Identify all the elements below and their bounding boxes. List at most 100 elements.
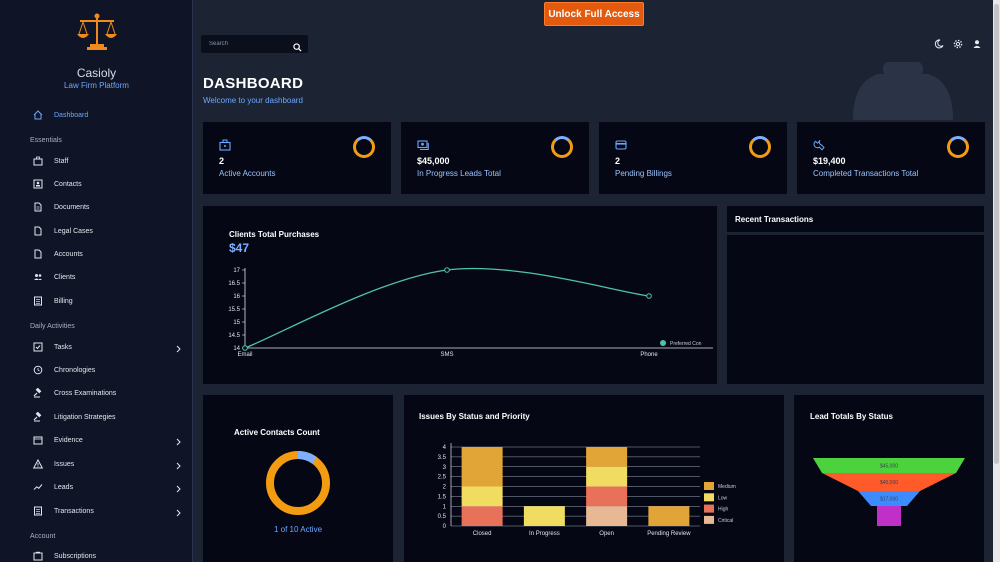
lead-funnel-chart: $45,000 $40,000 $17,000 bbox=[813, 458, 965, 526]
sidebar-item-label: Chronologies bbox=[54, 366, 96, 374]
sidebar-item-litigation-strategies[interactable]: Litigation Strategies bbox=[32, 408, 188, 426]
search-input[interactable] bbox=[201, 41, 287, 47]
active-contacts-caption: 1 of 10 Active bbox=[273, 525, 323, 534]
stat-value: 2 bbox=[219, 156, 225, 166]
bar-segment bbox=[586, 506, 628, 526]
sidebar-item-label: Accounts bbox=[54, 250, 83, 258]
sidebar-item-chronologies[interactable]: Chronologies bbox=[32, 361, 188, 379]
sidebar-item-label: Staff bbox=[54, 157, 69, 165]
sidebar-item-label: Cross Examinations bbox=[54, 389, 117, 397]
funnel-segment bbox=[877, 506, 901, 526]
main-content: Unlock Full Access DASHBOARD Welcome to … bbox=[193, 0, 1000, 562]
bar-segment bbox=[586, 447, 628, 467]
stat-label: Active Accounts bbox=[219, 169, 276, 178]
sidebar-item-label: Subscriptions bbox=[54, 552, 97, 560]
sidebar-item-staff[interactable]: Staff bbox=[32, 152, 188, 170]
sidebar-item-cross-examinations[interactable]: Cross Examinations bbox=[32, 384, 188, 402]
sidebar-item-label: Tasks bbox=[54, 343, 72, 351]
sidebar-item-transactions[interactable]: Transactions bbox=[32, 502, 188, 520]
page-title: DASHBOARD bbox=[203, 75, 304, 92]
stat-card-completed-transactions: $19,400 Completed Transactions Total bbox=[797, 122, 985, 194]
sidebar-item-legal-cases[interactable]: Legal Cases bbox=[32, 222, 188, 240]
x-tick-label: Phone bbox=[640, 352, 658, 358]
sidebar-item-evidence[interactable]: Evidence bbox=[32, 431, 188, 449]
evidence-icon bbox=[32, 434, 44, 446]
stat-label: Completed Transactions Total bbox=[813, 169, 919, 178]
sidebar-item-tasks[interactable]: Tasks bbox=[32, 338, 188, 356]
sidebar-item-clients[interactable]: Clients bbox=[32, 268, 188, 286]
x-tick-label: In Progress bbox=[529, 531, 560, 537]
unlock-full-access-button[interactable]: Unlock Full Access bbox=[544, 2, 644, 26]
funnel-label: $40,000 bbox=[880, 480, 898, 486]
recent-transactions-header: Recent Transactions bbox=[727, 206, 984, 232]
sidebar-item-documents[interactable]: Documents bbox=[32, 198, 188, 216]
issues-title: Issues By Status and Priority bbox=[419, 412, 530, 421]
legend-swatch bbox=[704, 482, 714, 490]
sidebar-item-accounts[interactable]: Accounts bbox=[32, 245, 188, 263]
y-tick-label: 14 bbox=[233, 346, 240, 352]
sidebar-item-issues[interactable]: Issues bbox=[32, 455, 188, 473]
legend-label: Critical bbox=[718, 518, 733, 524]
history-icon bbox=[32, 364, 44, 376]
scales-of-justice-icon bbox=[77, 13, 117, 50]
chevron-right-icon bbox=[176, 505, 182, 523]
y-tick-label: 15.5 bbox=[228, 307, 240, 313]
sidebar-item-label: Documents bbox=[54, 203, 90, 211]
leads-title: Lead Totals By Status bbox=[810, 412, 893, 421]
legend-swatch bbox=[704, 515, 714, 524]
account-icon bbox=[32, 248, 44, 260]
trending-up-icon bbox=[32, 481, 44, 493]
data-point bbox=[646, 293, 652, 299]
brand-subtitle: Law Firm Platform bbox=[64, 81, 129, 90]
y-tick-label: 14.5 bbox=[228, 333, 240, 339]
stat-card-leads-total: $45,000 In Progress Leads Total bbox=[401, 122, 589, 194]
stat-value: $19,400 bbox=[813, 156, 846, 166]
x-tick-label: Closed bbox=[473, 531, 492, 537]
bar-segment bbox=[523, 506, 565, 526]
progress-ring bbox=[551, 136, 573, 158]
x-tick-label: Email bbox=[237, 352, 252, 358]
bar-segment bbox=[461, 506, 503, 526]
section-account: Account bbox=[30, 533, 56, 540]
sidebar-item-contacts[interactable]: Contacts bbox=[32, 175, 188, 193]
sidebar-item-billing[interactable]: Billing bbox=[32, 292, 188, 310]
y-tick-label: 2 bbox=[443, 485, 447, 491]
purchases-panel: Clients Total Purchases $47 14 14.5 15 15.5… bbox=[203, 206, 717, 384]
x-tick-label: Open bbox=[599, 531, 614, 537]
legend-swatch bbox=[704, 504, 714, 513]
user-icon[interactable] bbox=[971, 38, 983, 50]
progress-ring bbox=[353, 136, 375, 158]
scrollbar[interactable] bbox=[993, 0, 1000, 562]
search-icon[interactable] bbox=[293, 39, 302, 57]
legend-swatch bbox=[704, 493, 714, 502]
legend-label: Low bbox=[718, 495, 728, 501]
dark-mode-icon[interactable] bbox=[933, 38, 945, 50]
sidebar-item-label: Leads bbox=[54, 483, 74, 491]
sidebar: Casioly Law Firm Platform Dashboard Esse… bbox=[0, 0, 193, 562]
funnel-segment bbox=[813, 458, 965, 473]
funnel-label: $17,000 bbox=[880, 497, 898, 503]
chevron-right-icon bbox=[176, 341, 182, 359]
progress-ring bbox=[749, 136, 771, 158]
chevron-right-icon bbox=[176, 458, 182, 476]
y-tick-label: 2.5 bbox=[438, 475, 447, 481]
y-tick-label: 3 bbox=[443, 465, 447, 471]
y-tick-label: 4 bbox=[443, 445, 447, 451]
sidebar-item-dashboard[interactable]: Dashboard bbox=[32, 106, 188, 124]
sidebar-item-subscriptions[interactable]: Subscriptions bbox=[32, 547, 188, 562]
y-tick-label: 1.5 bbox=[438, 494, 447, 500]
subscription-icon bbox=[32, 550, 44, 562]
sidebar-item-label: Litigation Strategies bbox=[54, 413, 116, 421]
document-icon bbox=[32, 201, 44, 213]
funnel-label: $45,000 bbox=[880, 464, 898, 470]
sidebar-item-leads[interactable]: Leads bbox=[32, 478, 188, 496]
gear-icon[interactable] bbox=[952, 38, 964, 50]
scrollbar-thumb[interactable] bbox=[994, 4, 999, 464]
stat-label: In Progress Leads Total bbox=[417, 169, 501, 178]
stat-value: 2 bbox=[615, 156, 621, 166]
receipt-icon bbox=[32, 505, 44, 517]
issues-bar-chart: 0 0.5 1 1.5 2 2.5 3 3.5 4 Closed In Progress Open Pe… bbox=[438, 443, 736, 537]
y-tick-label: 1 bbox=[443, 504, 447, 510]
line-chart: 14 14.5 15 15.5 16 16.5 17 Email SMS Phone Preferr… bbox=[228, 267, 713, 358]
